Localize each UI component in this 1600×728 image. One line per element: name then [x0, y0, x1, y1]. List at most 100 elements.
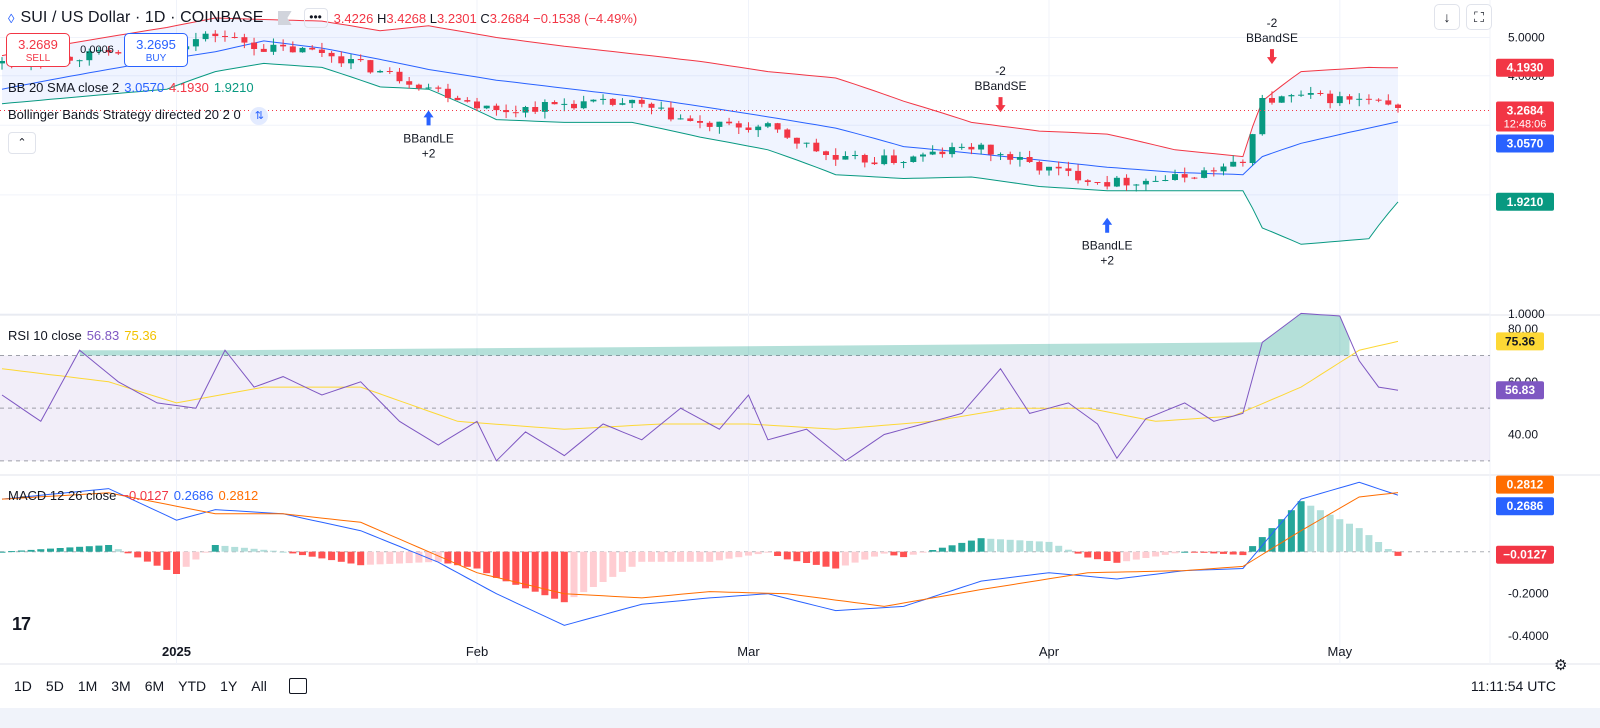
symbol-title[interactable]: SUI / US Dollar · 1D · COINBASE	[20, 9, 264, 26]
candle-body	[1395, 104, 1401, 108]
macd-hist-bar	[861, 551, 869, 560]
macd-hist-bar	[1074, 551, 1082, 554]
candle-body	[1026, 157, 1033, 162]
candle-body	[726, 121, 733, 124]
price-tag-bb-basis: 3.0570	[1496, 134, 1554, 153]
candle-body	[580, 101, 587, 109]
macd-hist-bar	[1297, 501, 1305, 552]
range-5d[interactable]: 5D	[45, 678, 64, 694]
candle-body	[1375, 99, 1382, 101]
download-button[interactable]: ↓	[1434, 4, 1460, 30]
rsi-value: 56.83	[86, 328, 120, 343]
range-3m[interactable]: 3M	[111, 678, 131, 694]
macd-tick: -0.2000	[1508, 587, 1549, 601]
macd-hist-bar	[1181, 551, 1189, 553]
macd-hist-bar	[1229, 551, 1237, 555]
candle-body	[706, 122, 713, 127]
macd-hist-bar	[1346, 523, 1353, 552]
candle-body	[309, 47, 316, 50]
macd-hist-bar	[308, 551, 316, 557]
macd-hist-bar	[764, 551, 772, 553]
macd-hist-bar	[202, 551, 210, 553]
fullscreen-button[interactable]: ⛶	[1466, 4, 1492, 30]
range-1d[interactable]: 1D	[14, 678, 32, 694]
macd-tag-hist: −0.0127	[1496, 545, 1554, 564]
price-tag-bg	[1496, 134, 1554, 153]
low-label: L	[429, 10, 437, 26]
range-1m[interactable]: 1M	[77, 678, 98, 694]
candle-body	[396, 71, 403, 82]
candle-body	[1336, 96, 1343, 104]
macd-hist-bar	[173, 551, 180, 574]
sell-button[interactable]: 3.2689 SELL	[6, 33, 70, 67]
macd-hist-bar	[1384, 549, 1392, 552]
candle-body	[658, 107, 665, 109]
macd-hist-bar	[454, 551, 462, 566]
range-ytd[interactable]: YTD	[178, 678, 207, 694]
collapse-legend-button[interactable]: ⌃	[8, 132, 36, 154]
macd-hist-bar	[386, 551, 394, 564]
droplet-icon: ◊	[8, 10, 15, 26]
candle-body	[299, 47, 306, 53]
time-tick: 2025	[162, 644, 191, 659]
candle-body	[735, 123, 742, 128]
candle-body	[561, 103, 568, 105]
macd-hist-bar	[977, 538, 985, 552]
chart-canvas[interactable]: BBandLE+2BBandSE-2BBandLE+2BBandSE-25.00…	[0, 0, 1600, 668]
utc-clock[interactable]: 11:11:54 UTC	[1470, 678, 1556, 694]
candle-body	[464, 100, 471, 102]
macd-hist-bar	[812, 551, 820, 565]
macd-hist-bar	[1268, 528, 1276, 552]
macd-hist-bar	[589, 551, 597, 587]
short-signal-arrow	[995, 97, 1006, 113]
short-signal-arrow	[1266, 49, 1277, 65]
macd-tag-bg	[1496, 545, 1554, 564]
price-tag-value: 4.1930	[1507, 61, 1544, 75]
macd-hist-bar	[832, 551, 840, 569]
macd-hist-bar	[890, 551, 898, 556]
macd-hist-bar	[8, 551, 16, 553]
macd-hist-bar	[143, 551, 151, 562]
macd-hist-bar	[27, 549, 35, 552]
candle-body	[920, 154, 926, 157]
candle-body	[503, 110, 510, 113]
macd-hist-bar	[715, 551, 723, 561]
macd-hist-bar	[754, 551, 762, 555]
macd-hist-bar	[1239, 551, 1247, 556]
macd-legend[interactable]: MACD 12 26 close −0.0127 0.2686 0.2812	[8, 488, 258, 503]
high-value: 3.4268	[386, 10, 427, 26]
more-icon[interactable]: •••	[303, 8, 328, 28]
long-signal-arrow	[1102, 217, 1113, 233]
bb-legend[interactable]: BB 20 SMA close 2 3.0570 4.1930 1.9210	[8, 80, 254, 95]
candle-body	[890, 155, 897, 163]
macd-hist-bar	[609, 551, 617, 577]
candle-body	[716, 121, 723, 127]
buy-price: 3.2695	[136, 37, 176, 52]
candle-body	[1239, 161, 1246, 163]
range-1y[interactable]: 1Y	[220, 678, 238, 694]
macd-hist-bar	[289, 551, 297, 554]
candle-body	[978, 144, 985, 150]
price-tag-value: 1.9210	[1507, 195, 1544, 209]
calendar-range-icon[interactable]	[288, 678, 307, 694]
strategy-info-icon[interactable]: ⇅	[250, 107, 269, 125]
macd-hist-bar	[250, 548, 258, 552]
rsi-legend[interactable]: RSI 10 close 56.83 75.36	[8, 328, 157, 343]
price-tag-countdown: 12:48:06	[1504, 119, 1547, 131]
settings-gear-icon[interactable]: ⚙	[1554, 657, 1568, 674]
candle-body	[444, 88, 451, 98]
macd-hist-bar	[279, 551, 287, 553]
flag-icon[interactable]	[277, 11, 292, 25]
macd-hist-bar	[1084, 551, 1092, 558]
bb-basis-line	[1, 40, 1399, 176]
range-all[interactable]: All	[251, 678, 267, 694]
strategy-legend[interactable]: Bollinger Bands Strategy directed 20 2 0…	[8, 107, 269, 125]
macd-hist-bar	[192, 551, 200, 560]
macd-tag-value: 0.2686	[1507, 499, 1544, 513]
buy-button[interactable]: 3.2695 BUY	[124, 33, 188, 67]
macd-hist-bar	[415, 551, 423, 563]
macd-hist-bar	[522, 551, 529, 589]
macd-hist-bar	[1016, 540, 1024, 552]
range-6m[interactable]: 6M	[144, 678, 165, 694]
